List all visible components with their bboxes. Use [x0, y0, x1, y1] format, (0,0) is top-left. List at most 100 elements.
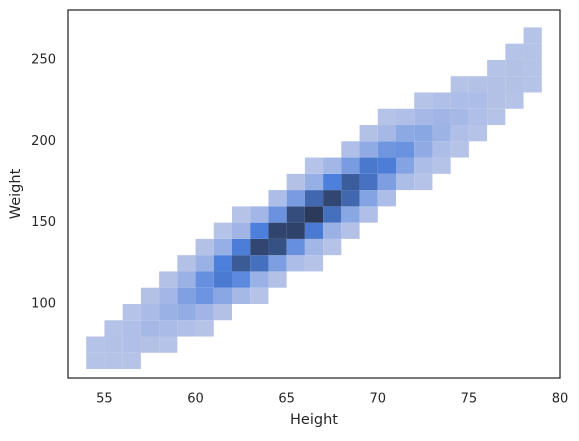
- hist-cell: [250, 206, 269, 223]
- hist-cell: [196, 158, 214, 174]
- hist-cell: [487, 108, 506, 126]
- hist-cell: [123, 44, 141, 60]
- hist-cell: [451, 337, 469, 353]
- hist-cell: [268, 11, 286, 27]
- hist-cell: [396, 288, 414, 304]
- hist-cell: [232, 255, 251, 272]
- hist-cell: [177, 337, 195, 353]
- hist-cell: [378, 304, 396, 320]
- hist-cell: [451, 304, 469, 320]
- hist-cell: [323, 255, 341, 271]
- hist-cell: [377, 108, 396, 126]
- hist-cell: [396, 353, 414, 369]
- hist-cell: [341, 353, 359, 369]
- hist-cell: [505, 206, 523, 222]
- y-tick-label: 200: [31, 134, 56, 149]
- hist-cell: [141, 158, 159, 174]
- hist-cell: [487, 288, 505, 304]
- hist-cell: [323, 157, 342, 174]
- hist-cell: [523, 27, 542, 44]
- hist-cell: [86, 141, 104, 157]
- hist-cell: [323, 11, 341, 27]
- hist-cell: [122, 336, 141, 353]
- hist-cell: [304, 173, 324, 191]
- hist-cell: [469, 271, 487, 287]
- hist-cell: [123, 92, 141, 108]
- hist-cell: [104, 320, 123, 337]
- hist-cell: [104, 141, 122, 157]
- hist-cell: [323, 304, 341, 320]
- hist-cell: [177, 27, 195, 43]
- hist-cell: [177, 353, 195, 369]
- hist-cell: [323, 337, 341, 353]
- hist-cell: [359, 190, 378, 207]
- hist-cell: [360, 239, 378, 255]
- hist-cell: [214, 174, 232, 190]
- hist-cell: [305, 27, 323, 43]
- hist-cell: [177, 271, 196, 288]
- hist-cell: [104, 60, 122, 76]
- hist-cell: [360, 353, 378, 369]
- hist-cell: [377, 157, 396, 174]
- hist-cell: [451, 255, 469, 271]
- hist-cell: [196, 44, 214, 60]
- hist-cell: [468, 76, 488, 93]
- hist-cell: [177, 60, 195, 76]
- hist-cell: [524, 206, 542, 222]
- hist-cell: [141, 223, 159, 239]
- hist-cell: [123, 288, 141, 304]
- hist-cell: [86, 27, 104, 43]
- hist-cell: [414, 337, 432, 353]
- hist-cell: [287, 109, 305, 125]
- hist-cell: [305, 109, 323, 125]
- hist-cell: [305, 44, 323, 60]
- hist-cell: [305, 141, 323, 157]
- hist-cell: [159, 27, 177, 43]
- hist-cell: [214, 76, 232, 92]
- hist-cell: [432, 125, 451, 142]
- hist-cell: [287, 11, 305, 27]
- hist-cell: [232, 109, 250, 125]
- hist-cell: [86, 125, 104, 141]
- hist-cell: [414, 271, 432, 287]
- hist-cell: [323, 60, 341, 76]
- hist-cell: [414, 173, 433, 191]
- hist-cell: [196, 206, 214, 222]
- hist-cell: [487, 190, 505, 206]
- hist-cell: [360, 320, 378, 336]
- hist-cell: [341, 271, 359, 287]
- hist-cell: [305, 353, 323, 369]
- hist-cell: [305, 288, 323, 304]
- hist-cell: [524, 190, 542, 206]
- hist-cell: [232, 353, 250, 369]
- hist-cell: [378, 206, 396, 222]
- hist-cell: [450, 125, 469, 142]
- hist-cell: [359, 157, 378, 174]
- hist-cell: [232, 44, 250, 60]
- hist-cell: [305, 11, 323, 27]
- y-tick-label: 100: [31, 296, 56, 311]
- hist-cell: [196, 109, 214, 125]
- hist-cell: [196, 190, 214, 206]
- hist-cell: [268, 125, 286, 141]
- hist-cell: [505, 288, 523, 304]
- hist-cell: [432, 27, 450, 43]
- hist-cell: [159, 255, 177, 271]
- hist-cell: [505, 109, 523, 125]
- hist-cell: [469, 223, 487, 239]
- hist-cell: [378, 337, 396, 353]
- hist-cell: [104, 27, 122, 43]
- hist-cell: [86, 239, 104, 255]
- hist-cell: [468, 92, 488, 109]
- hist-cell: [432, 157, 451, 174]
- hist-cell: [287, 44, 305, 60]
- hist-cell: [123, 76, 141, 92]
- hist-cell: [123, 174, 141, 190]
- hist-cell: [104, 125, 122, 141]
- hist-cell: [213, 271, 232, 288]
- hist-cell: [396, 239, 414, 255]
- hist-cell: [250, 238, 269, 256]
- hist-cell: [523, 76, 542, 93]
- hist-cell: [250, 109, 268, 125]
- hist-cell: [487, 141, 505, 157]
